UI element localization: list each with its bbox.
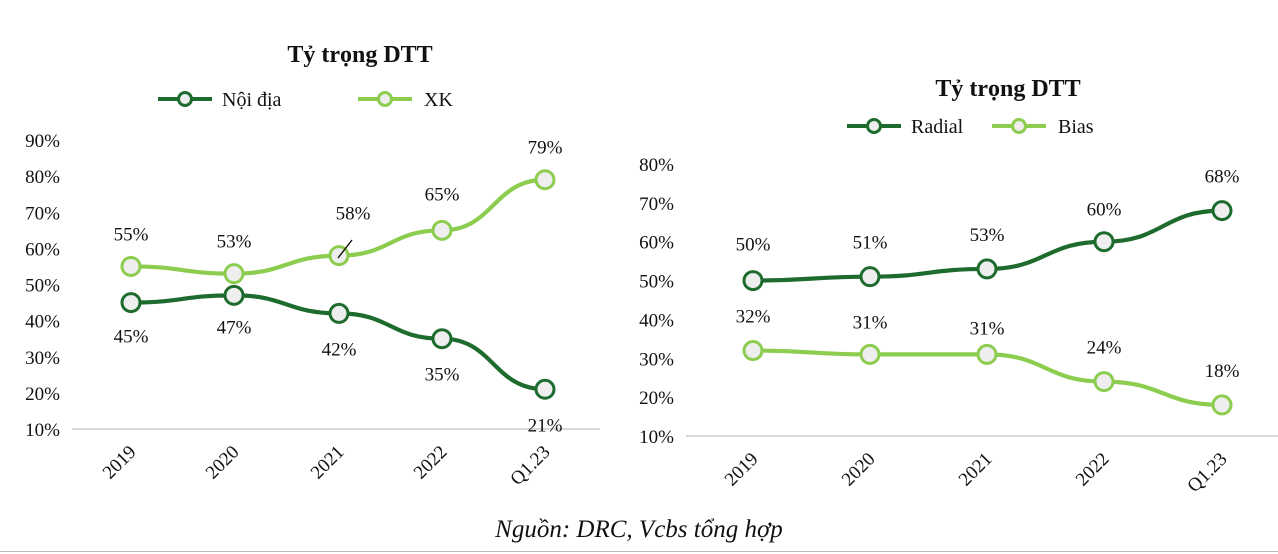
y-tick-label: 70% (25, 203, 60, 224)
data-label: 42% (322, 339, 357, 360)
data-point (742, 340, 764, 362)
x-tick-label: 2021 (955, 449, 997, 491)
data-label: 21% (528, 415, 563, 436)
data-label: 32% (736, 307, 771, 328)
legend-label: Radial (911, 116, 964, 138)
source-note: Nguồn: DRC, Vcbs tổng hợp (495, 516, 783, 543)
data-point (1093, 371, 1115, 393)
data-label: 79% (528, 138, 563, 159)
data-label: 31% (853, 312, 888, 333)
data-point (431, 328, 453, 350)
y-tick-label: 60% (25, 239, 60, 260)
y-tick-label: 50% (639, 272, 674, 293)
data-point (328, 302, 350, 324)
data-point (1211, 394, 1233, 416)
data-label: 60% (1087, 200, 1122, 221)
data-point (431, 219, 453, 241)
y-tick-label: 30% (25, 348, 60, 369)
x-tick-label: 2020 (202, 442, 244, 484)
y-tick-label: 80% (25, 167, 60, 188)
data-label: 47% (217, 317, 252, 338)
x-tick-label: 2021 (307, 442, 349, 484)
data-label: 24% (1087, 338, 1122, 359)
data-label: 51% (853, 233, 888, 254)
data-label: 18% (1205, 361, 1240, 382)
x-tick-label: Q1.23 (506, 442, 554, 490)
data-point (223, 263, 245, 285)
data-point (976, 343, 998, 365)
y-tick-label: 10% (25, 420, 60, 441)
data-label: 53% (217, 232, 252, 253)
label-leader-line (337, 239, 353, 259)
y-tick-label: 20% (25, 384, 60, 405)
x-tick-label: Q1.23 (1183, 449, 1231, 497)
y-tick-label: 90% (25, 131, 60, 152)
data-label: 58% (336, 204, 371, 225)
y-tick-label: 40% (639, 310, 674, 331)
data-point (223, 284, 245, 306)
y-tick-label: 10% (639, 427, 674, 448)
y-tick-label: 70% (639, 194, 674, 215)
y-tick-label: 20% (639, 388, 674, 409)
x-tick-label: 2019 (721, 449, 763, 491)
data-point (534, 378, 556, 400)
data-point (859, 343, 881, 365)
chart-left: Tỷ trọng DTT 90% 80% 70% 60% 50% 40% 30% 20% 10%… (25, 42, 600, 490)
legend-swatch-marker (177, 91, 193, 107)
legend-label: Bias (1058, 116, 1094, 138)
data-point (742, 270, 764, 292)
y-tick-label: 80% (639, 155, 674, 176)
chart-title: Tỷ trọng DTT (935, 76, 1080, 102)
chart-title: Tỷ trọng DTT (287, 42, 432, 68)
data-label: 45% (114, 327, 149, 348)
data-point (1211, 200, 1233, 222)
x-tick-label: 2020 (838, 449, 880, 491)
data-label: 35% (425, 365, 460, 386)
bottom-divider (0, 551, 1278, 552)
y-tick-label: 60% (639, 233, 674, 254)
data-point (859, 266, 881, 288)
data-label: 55% (114, 224, 149, 245)
y-tick-label: 30% (639, 349, 674, 370)
legend-swatch-marker (866, 118, 882, 134)
legend-label: XK (424, 89, 453, 111)
data-label: 31% (970, 318, 1005, 339)
data-point (534, 169, 556, 191)
y-tick-label: 40% (25, 312, 60, 333)
legend-swatch-marker (377, 91, 393, 107)
data-label: 65% (425, 184, 460, 205)
x-tick-label: 2022 (410, 442, 452, 484)
legend-swatch-marker (1011, 118, 1027, 134)
y-tick-label: 50% (25, 276, 60, 297)
data-point (976, 258, 998, 280)
data-label: 68% (1205, 167, 1240, 188)
x-tick-label: 2022 (1072, 449, 1114, 491)
data-point (1093, 231, 1115, 253)
data-point (120, 255, 142, 277)
chart-right: Tỷ trọng DTT 80% 70% 60% 50% 40% 30% 20% 10% 201… (639, 76, 1278, 497)
data-label: 53% (970, 225, 1005, 246)
x-tick-label: 2019 (99, 442, 141, 484)
data-label: 50% (736, 235, 771, 256)
legend-label: Nội địa (222, 89, 282, 111)
data-point (120, 292, 142, 314)
